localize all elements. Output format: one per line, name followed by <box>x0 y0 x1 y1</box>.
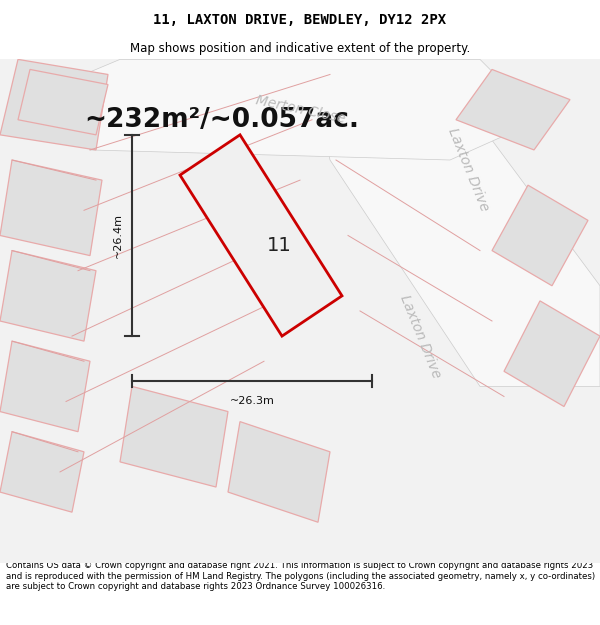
Text: ~232m²/~0.057ac.: ~232m²/~0.057ac. <box>84 107 359 132</box>
Text: 11: 11 <box>266 236 292 255</box>
Polygon shape <box>60 59 540 160</box>
Polygon shape <box>0 432 84 512</box>
Text: 11, LAXTON DRIVE, BEWDLEY, DY12 2PX: 11, LAXTON DRIVE, BEWDLEY, DY12 2PX <box>154 13 446 27</box>
Polygon shape <box>18 69 108 135</box>
Text: Merton Close: Merton Close <box>254 93 346 126</box>
Text: Laxton Drive: Laxton Drive <box>445 126 491 214</box>
Polygon shape <box>120 386 228 487</box>
Polygon shape <box>0 59 108 150</box>
Polygon shape <box>228 422 330 522</box>
Text: Contains OS data © Crown copyright and database right 2021. This information is : Contains OS data © Crown copyright and d… <box>6 561 595 591</box>
Polygon shape <box>312 59 600 386</box>
Text: ~26.4m: ~26.4m <box>113 213 123 258</box>
Polygon shape <box>0 59 600 562</box>
Text: ~26.3m: ~26.3m <box>230 396 274 406</box>
Polygon shape <box>492 185 588 286</box>
Polygon shape <box>0 251 96 341</box>
Text: Map shows position and indicative extent of the property.: Map shows position and indicative extent… <box>130 41 470 54</box>
Polygon shape <box>504 301 600 406</box>
Polygon shape <box>0 160 102 256</box>
Polygon shape <box>456 69 570 150</box>
Text: Laxton Drive: Laxton Drive <box>397 292 443 380</box>
Polygon shape <box>180 135 342 336</box>
Polygon shape <box>0 341 90 432</box>
